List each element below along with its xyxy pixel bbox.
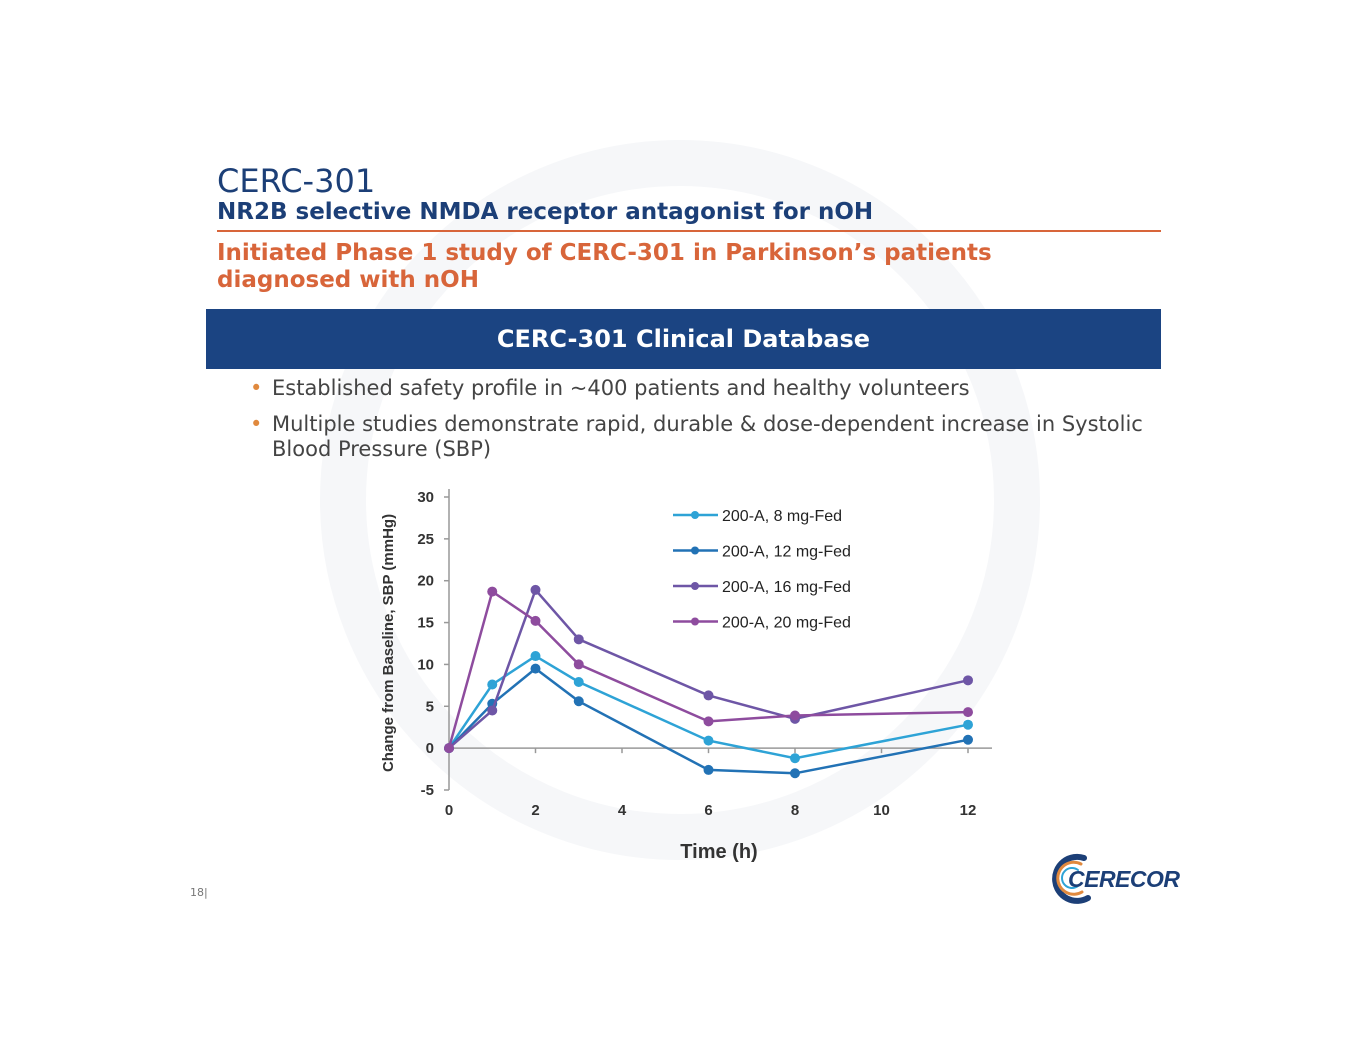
data-point — [530, 615, 541, 626]
data-point — [444, 743, 454, 754]
y-tick-label: 25 — [417, 531, 434, 548]
y-axis-label: Change from Baseline, SBP (mmHg) — [380, 514, 397, 772]
data-point — [963, 719, 973, 730]
x-tick-label: 10 — [873, 802, 890, 819]
bullet-dot-icon: • — [250, 412, 263, 436]
data-point — [487, 705, 498, 716]
bullet-text: Multiple studies demonstrate rapid, dura… — [272, 412, 1143, 461]
x-tick-label: 0 — [445, 802, 453, 819]
section-banner: CERC-301 Clinical Database — [206, 309, 1161, 369]
data-point — [790, 753, 800, 764]
data-point — [703, 716, 714, 727]
legend-label: 200-A, 12 mg-Fed — [722, 544, 851, 561]
legend-marker — [691, 617, 699, 626]
y-tick-label: 15 — [417, 615, 434, 632]
y-tick-label: 30 — [417, 489, 434, 506]
legend-label: 200-A, 20 mg-Fed — [722, 615, 851, 632]
cerecor-logo-icon — [1052, 853, 1091, 904]
headline: Initiated Phase 1 study of CERC-301 in P… — [217, 240, 992, 293]
y-tick-label: 0 — [426, 740, 434, 757]
y-tick-label: 5 — [426, 698, 434, 715]
x-tick-label: 4 — [618, 802, 627, 819]
data-point — [963, 734, 973, 745]
x-tick-label: 2 — [531, 802, 539, 819]
data-point — [487, 586, 498, 597]
data-point — [530, 651, 541, 662]
legend-marker — [691, 582, 699, 590]
page-subtitle: NR2B selective NMDA receptor antagonist … — [217, 199, 874, 225]
y-tick-label: 20 — [417, 573, 434, 590]
data-point — [963, 675, 973, 686]
data-point — [487, 679, 498, 690]
data-point — [790, 710, 800, 721]
data-point — [530, 663, 541, 674]
bullet-item: • Multiple studies demonstrate rapid, dur… — [250, 412, 1150, 462]
x-tick-label: 8 — [791, 802, 799, 819]
data-point — [573, 634, 584, 645]
title-divider — [217, 230, 1161, 232]
data-point — [530, 584, 541, 595]
y-tick-label: 10 — [417, 656, 434, 673]
logo-wordmark: CERECOR — [1068, 866, 1180, 892]
data-point — [703, 735, 714, 746]
legend-marker — [691, 511, 699, 519]
bullet-item: • Established safety profile in ~400 pati… — [250, 376, 1150, 401]
bullet-dot-icon: • — [250, 376, 263, 400]
data-point — [573, 696, 584, 707]
x-axis-label: Time (h) — [680, 841, 757, 863]
sbp-line-chart: -5 0 5 10 15 20 25 30 0 2 4 6 8 10 12 Time (h) Change fr… — [380, 489, 992, 863]
data-point — [703, 690, 714, 701]
bullet-text: Established safety profile in ~400 patie… — [272, 376, 970, 400]
legend-marker — [691, 546, 699, 555]
legend-label: 200-A, 16 mg-Fed — [722, 579, 851, 596]
banner-label: CERC-301 Clinical Database — [496, 325, 871, 353]
data-point — [573, 659, 584, 670]
page-title: CERC-301 — [217, 162, 376, 200]
legend-label: 200-A, 8 mg-Fed — [722, 508, 842, 525]
data-point — [790, 768, 800, 779]
bullet-list: • Established safety profile in ~400 pati… — [250, 376, 1150, 473]
data-point — [963, 707, 973, 718]
y-tick-label: -5 — [421, 782, 434, 799]
data-point — [703, 764, 714, 775]
data-point — [573, 677, 584, 688]
x-tick-label: 12 — [960, 802, 977, 819]
page-number: 18| — [190, 886, 208, 899]
x-tick-label: 6 — [704, 802, 712, 819]
